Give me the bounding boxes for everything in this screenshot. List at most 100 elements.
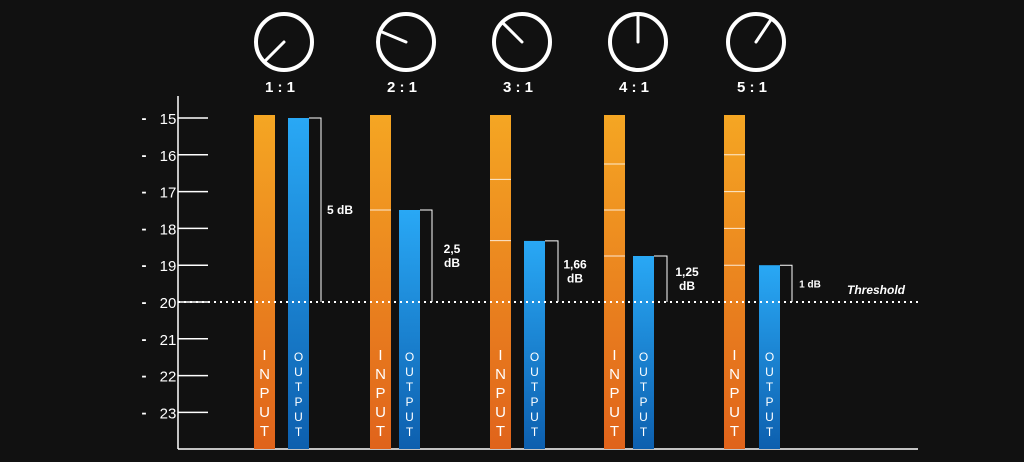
output-bar-label-letter: T — [640, 380, 648, 394]
y-tick-prefix: - — [142, 110, 147, 127]
input-bar-label-letter: U — [259, 404, 270, 421]
knob-icon — [254, 12, 314, 72]
output-bar-label-letter: U — [405, 410, 414, 424]
reduction-label: 1,25 — [675, 265, 699, 279]
threshold-label: Threshold — [847, 283, 906, 297]
input-bar-label-letter: P — [729, 385, 739, 402]
output-bar-label-letter: U — [765, 410, 774, 424]
reduction-bracket — [780, 264, 793, 302]
input-bar-label-letter: I — [732, 347, 736, 364]
y-tick-prefix: - — [142, 331, 147, 348]
input-bar-label-letter: N — [729, 366, 740, 383]
y-tick-label: 23 — [160, 405, 177, 422]
output-bar — [759, 265, 780, 449]
ratio-label: 3 : 1 — [503, 79, 533, 96]
input-bar-label-letter: T — [730, 423, 739, 440]
reduction-label: dB — [444, 256, 460, 270]
reduction-label: 1 dB — [799, 280, 821, 291]
y-tick-label: 16 — [160, 148, 177, 165]
output-bar-label-letter: U — [765, 365, 774, 379]
input-bar-label-letter: P — [375, 385, 385, 402]
y-tick-label: 22 — [160, 369, 177, 386]
y-tick-prefix: - — [142, 184, 147, 201]
ratio-label: 1 : 1 — [265, 79, 295, 96]
input-bar — [254, 115, 275, 449]
knob-icon — [376, 12, 436, 72]
output-bar-label-letter: P — [765, 395, 773, 409]
output-bar — [399, 210, 420, 449]
threshold: Threshold — [178, 283, 918, 303]
knob-pointer — [380, 30, 408, 44]
reduction-bracket — [309, 117, 322, 302]
input-bar — [370, 115, 391, 449]
y-tick-prefix: - — [142, 220, 147, 237]
output-bar-label-letter: T — [406, 425, 414, 439]
output-bar-label-letter: U — [530, 410, 539, 424]
output-bar-label-letter: T — [531, 380, 539, 394]
y-tick-prefix: - — [142, 257, 147, 274]
input-bar-label-letter: I — [262, 347, 266, 364]
output-bar-label-letter: P — [639, 395, 647, 409]
reduction-label: dB — [567, 271, 583, 285]
knob-pointer — [502, 22, 524, 44]
input-bar-label-letter: I — [378, 347, 382, 364]
output-bar-label-letter: P — [294, 395, 302, 409]
output-bar-label-letter: O — [530, 350, 539, 364]
y-tick-prefix: - — [142, 294, 147, 311]
output-bar-label-letter: U — [639, 365, 648, 379]
knob-pointer — [754, 18, 772, 44]
knob-pointer — [264, 40, 286, 62]
output-bar-label-letter: U — [294, 365, 303, 379]
y-tick-label: 20 — [160, 295, 177, 312]
output-bar-label-letter: P — [405, 395, 413, 409]
y-tick-prefix: - — [142, 368, 147, 385]
y-tick-label: 21 — [160, 332, 177, 349]
y-tick-label: 15 — [160, 111, 177, 128]
ratio-label: 5 : 1 — [737, 79, 767, 96]
output-bar-label-letter: T — [640, 425, 648, 439]
input-bar-label-letter: P — [259, 385, 269, 402]
ratio-label: 4 : 1 — [619, 79, 649, 96]
input-bar-label-letter: U — [375, 404, 386, 421]
y-tick-prefix: - — [142, 147, 147, 164]
ratio-label: 2 : 1 — [387, 79, 417, 96]
reduction-label: dB — [679, 279, 695, 293]
bars: INPUTOUTPUTINPUTOUTPUTINPUTOUTPUTINPUTOU… — [254, 115, 780, 449]
output-bar — [633, 256, 654, 449]
ratio-knobs: 1 : 1 2 : 1 3 : 1 4 : 1 5 : 1 — [254, 12, 786, 96]
input-bar-label-letter: I — [498, 347, 502, 364]
output-bar-label-letter: P — [530, 395, 538, 409]
y-tick-prefix: - — [142, 404, 147, 421]
y-tick-label: 19 — [160, 258, 177, 275]
y-tick-label: 18 — [160, 221, 177, 238]
output-bar — [288, 118, 309, 449]
input-bar-label-letter: P — [495, 385, 505, 402]
reduction-label: 5 dB — [327, 203, 353, 217]
knob-icon — [492, 12, 552, 72]
input-bar-label-letter: N — [495, 366, 506, 383]
reduction-label: 2,5 — [444, 242, 461, 256]
input-bar-label-letter: T — [376, 423, 385, 440]
input-bar-label-letter: P — [609, 385, 619, 402]
output-bar-label-letter: O — [405, 350, 414, 364]
reduction-label: 1,66 — [563, 257, 587, 271]
input-bar-label-letter: U — [609, 404, 620, 421]
input-bar-label-letter: N — [259, 366, 270, 383]
output-bar-label-letter: T — [531, 425, 539, 439]
output-bar-label-letter: U — [530, 365, 539, 379]
input-bar-label-letter: N — [609, 366, 620, 383]
output-bar-label-letter: O — [639, 350, 648, 364]
reduction-bracket — [420, 209, 433, 302]
output-bar-label-letter: T — [766, 425, 774, 439]
reduction-bracket — [654, 255, 668, 302]
input-bar — [604, 115, 625, 449]
y-tick-label: 17 — [160, 185, 177, 202]
input-bar-label-letter: T — [496, 423, 505, 440]
knob-icon — [726, 12, 786, 72]
input-bar-label-letter: U — [495, 404, 506, 421]
output-bar — [524, 240, 545, 449]
output-bar-label-letter: U — [405, 365, 414, 379]
input-bar-label-letter: T — [610, 423, 619, 440]
